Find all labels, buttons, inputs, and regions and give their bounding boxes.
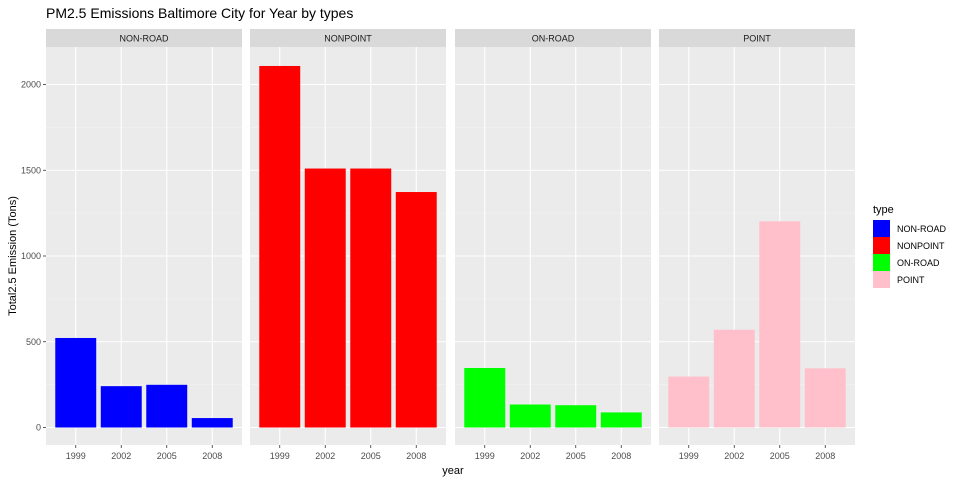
legend-key xyxy=(873,271,890,288)
legend-title: type xyxy=(873,204,894,216)
bar xyxy=(804,368,846,428)
x-tick-label: 2008 xyxy=(406,451,426,461)
bar xyxy=(509,404,551,428)
legend: type NON-ROAD NONPOINT ON-ROAD POINT xyxy=(873,204,946,288)
facet-strip-label: ON-ROAD xyxy=(532,34,575,44)
x-tick-label: 2002 xyxy=(111,451,131,461)
x-tick-label: 2008 xyxy=(815,451,835,461)
x-tick-label: 2005 xyxy=(361,451,381,461)
chart-title: PM2.5 Emissions Baltimore City for Year … xyxy=(46,5,353,21)
bar xyxy=(395,192,437,428)
legend-key xyxy=(873,220,890,237)
facet-strip xyxy=(46,29,242,47)
y-tick-label: 2000 xyxy=(21,80,41,90)
x-tick-label: 2002 xyxy=(724,451,744,461)
bar xyxy=(464,367,506,428)
facet-strip xyxy=(250,29,446,47)
legend-label: NONPOINT xyxy=(897,241,945,251)
bar xyxy=(55,337,97,428)
legend-key xyxy=(873,254,890,271)
x-tick-label: 1999 xyxy=(270,451,290,461)
y-tick-label: 1000 xyxy=(21,251,41,261)
bar xyxy=(668,376,710,428)
x-tick-label: 2008 xyxy=(202,451,222,461)
x-tick-label: 2002 xyxy=(520,451,540,461)
bar xyxy=(146,384,188,428)
y-tick-label: 500 xyxy=(26,337,41,347)
bar xyxy=(759,221,801,428)
legend-label: POINT xyxy=(897,275,925,285)
bar xyxy=(304,168,346,428)
facet-strip-label: NON-ROAD xyxy=(120,34,169,44)
x-tick-label: 2008 xyxy=(611,451,631,461)
x-tick-label: 2002 xyxy=(315,451,335,461)
facet-strip-label: NONPOINT xyxy=(324,34,372,44)
legend-label: NON-ROAD xyxy=(897,224,946,234)
x-tick-label: 1999 xyxy=(475,451,495,461)
bar xyxy=(259,65,301,428)
facet-panel: NONPOINT 1999 2002 2005 2008 xyxy=(250,29,446,461)
facet-panel: POINT 1999 2002 2005 2008 xyxy=(659,29,855,461)
y-tick-label: 0 xyxy=(36,423,41,433)
facet-panel: ON-ROAD 1999 2002 2005 2008 xyxy=(455,29,651,461)
x-tick-label: 1999 xyxy=(679,451,699,461)
bar xyxy=(713,329,755,428)
bar xyxy=(191,418,233,428)
facet-strip-label: POINT xyxy=(743,34,771,44)
legend-label: ON-ROAD xyxy=(897,258,940,268)
facet-panels: NON-ROAD 1999 2002 2005 2008 NONPOINT 1999 2002… xyxy=(46,29,855,461)
legend-key xyxy=(873,237,890,254)
facet-strip xyxy=(455,29,651,47)
bar xyxy=(350,168,392,428)
facet-strip xyxy=(659,29,855,47)
x-tick-label: 2005 xyxy=(566,451,586,461)
bar xyxy=(555,405,597,428)
bar xyxy=(600,412,642,428)
bar xyxy=(100,386,142,428)
facet-panel: NON-ROAD 1999 2002 2005 2008 xyxy=(46,29,242,461)
y-axis: 0 500 1000 1500 2000 xyxy=(21,80,46,433)
x-axis-title: year xyxy=(442,465,464,477)
y-axis-title: Total2.5 Emission (Tons) xyxy=(7,196,19,316)
x-tick-label: 2005 xyxy=(157,451,177,461)
y-tick-label: 1500 xyxy=(21,165,41,175)
x-tick-label: 2005 xyxy=(770,451,790,461)
x-tick-label: 1999 xyxy=(66,451,86,461)
